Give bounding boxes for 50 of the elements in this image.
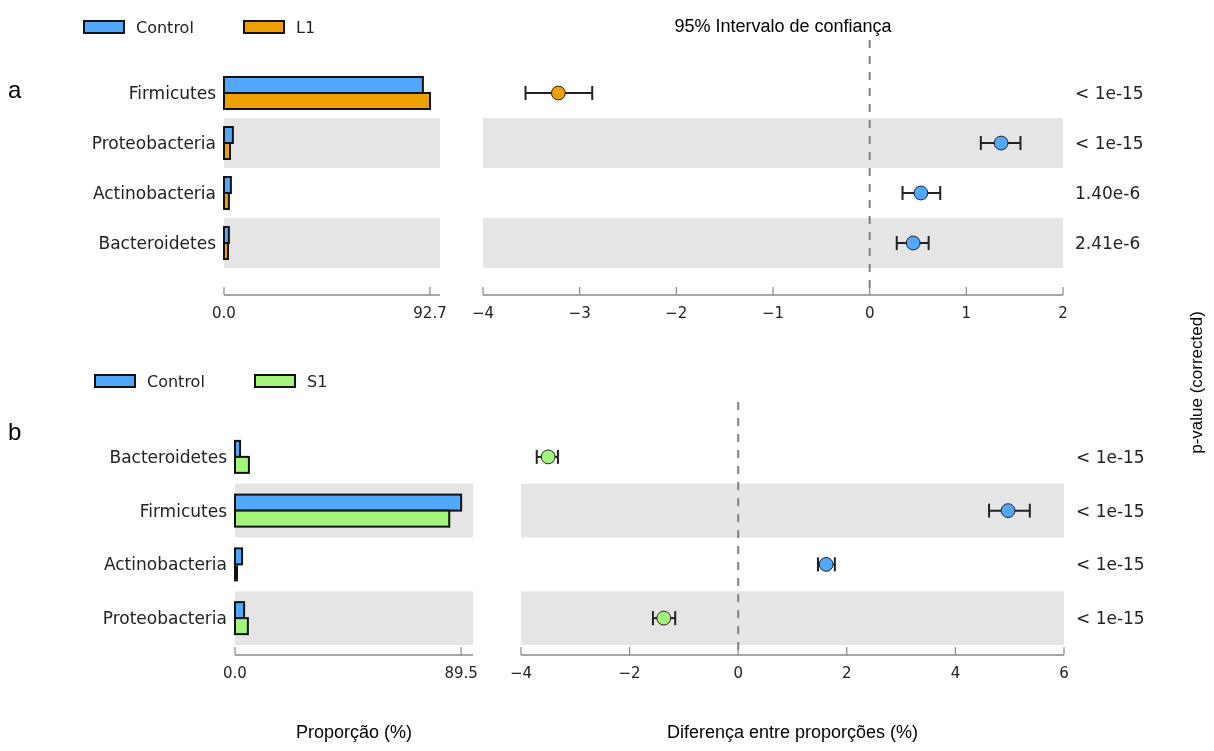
x-tick-label: −1 <box>761 304 785 322</box>
y-tick-label: Proteobacteria <box>91 133 216 153</box>
x-tick-label: −4 <box>471 304 495 322</box>
y-tick-label: Actinobacteria <box>92 183 216 203</box>
x-tick-label: −3 <box>568 304 591 322</box>
x-tick-label: 0.0 <box>223 664 247 682</box>
x-tick-label: 4 <box>950 664 961 682</box>
y2-tick-label: < 1e-15 <box>1076 608 1145 629</box>
chart-title: 95% Intervalo de confiança <box>674 16 893 36</box>
y2-tick-label: < 1e-15 <box>1076 446 1145 467</box>
y-tick-label: Bacteroidetes <box>109 446 228 467</box>
x-tick-label: 0 <box>864 304 875 322</box>
legend-label: Control <box>136 18 194 37</box>
point <box>540 449 556 465</box>
x-tick-label: 0 <box>733 664 743 682</box>
y2-tick-label: 2.41e-6 <box>1075 233 1141 253</box>
x-tick-label: 89.5 <box>444 664 478 682</box>
x-tick-label: 0.0 <box>212 304 236 322</box>
y2-tick-label: < 1e-15 <box>1075 133 1144 153</box>
legend-label: L1 <box>296 18 316 37</box>
x-axis-title: Proporção (%) <box>295 722 413 742</box>
y-tick-label: Firmicutes <box>139 500 228 521</box>
point <box>550 85 566 101</box>
text: a <box>8 76 22 103</box>
point <box>913 185 929 201</box>
point <box>1000 503 1016 519</box>
x-tick-label: −2 <box>618 664 641 682</box>
point <box>656 610 672 626</box>
x-tick-label: 6 <box>1059 664 1069 682</box>
point <box>993 135 1009 151</box>
x-tick-label: 92.7 <box>413 304 447 322</box>
y2-tick-label: < 1e-15 <box>1076 500 1145 521</box>
legend-label: S1 <box>307 372 328 391</box>
y-tick-label: Firmicutes <box>128 83 217 103</box>
y2-tick-label: 1.40e-6 <box>1075 183 1141 203</box>
y2-axis-title: p-value (corrected) <box>1187 311 1206 454</box>
x-tick-label: 2 <box>842 664 852 682</box>
x-tick-label: 1 <box>961 304 972 322</box>
x-tick-label: −2 <box>665 304 688 322</box>
y2-tick-label: < 1e-15 <box>1075 83 1144 103</box>
y-tick-label: Bacteroidetes <box>98 233 217 253</box>
text: b <box>8 418 22 445</box>
y-tick-label: Proteobacteria <box>102 608 227 629</box>
y2-tick-label: < 1e-15 <box>1076 554 1145 575</box>
y-tick-label: Actinobacteria <box>103 554 227 575</box>
x-tick-label: −4 <box>509 664 533 682</box>
legend-label: Control <box>147 372 205 391</box>
x-axis-title: Diferença entre proporções (%) <box>666 722 919 742</box>
point <box>905 235 921 251</box>
x-tick-label: 2 <box>1058 304 1068 322</box>
